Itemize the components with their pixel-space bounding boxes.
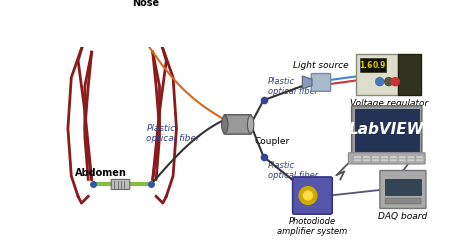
Text: Voltage regulator: Voltage regulator bbox=[350, 99, 428, 108]
Polygon shape bbox=[302, 76, 312, 89]
Circle shape bbox=[376, 78, 384, 86]
FancyBboxPatch shape bbox=[311, 73, 330, 91]
Circle shape bbox=[391, 78, 399, 86]
Text: LabVIEW: LabVIEW bbox=[348, 122, 424, 137]
FancyBboxPatch shape bbox=[360, 58, 385, 72]
Text: Coupler: Coupler bbox=[255, 137, 290, 146]
FancyBboxPatch shape bbox=[292, 177, 332, 214]
Text: Plastic
optical fiber: Plastic optical fiber bbox=[268, 161, 318, 180]
Text: Plastic
optical fiber: Plastic optical fiber bbox=[146, 124, 200, 143]
FancyBboxPatch shape bbox=[348, 153, 425, 164]
FancyBboxPatch shape bbox=[111, 179, 130, 190]
Text: 0.9: 0.9 bbox=[373, 61, 386, 70]
Text: Abdomen: Abdomen bbox=[75, 168, 127, 178]
Text: 1.6: 1.6 bbox=[359, 61, 373, 70]
FancyBboxPatch shape bbox=[407, 159, 415, 162]
FancyBboxPatch shape bbox=[416, 159, 424, 162]
FancyBboxPatch shape bbox=[363, 156, 370, 159]
FancyBboxPatch shape bbox=[356, 54, 399, 95]
FancyBboxPatch shape bbox=[385, 198, 421, 204]
FancyBboxPatch shape bbox=[372, 156, 379, 159]
FancyBboxPatch shape bbox=[224, 115, 251, 134]
FancyBboxPatch shape bbox=[407, 156, 415, 159]
FancyBboxPatch shape bbox=[354, 156, 362, 159]
Circle shape bbox=[385, 78, 393, 86]
Text: Photodiode
amplifier system: Photodiode amplifier system bbox=[277, 216, 347, 236]
Circle shape bbox=[303, 191, 312, 200]
FancyBboxPatch shape bbox=[355, 109, 419, 151]
FancyBboxPatch shape bbox=[352, 106, 422, 156]
FancyBboxPatch shape bbox=[381, 156, 388, 159]
FancyBboxPatch shape bbox=[416, 156, 424, 159]
FancyBboxPatch shape bbox=[385, 179, 421, 195]
Ellipse shape bbox=[247, 116, 254, 133]
FancyBboxPatch shape bbox=[354, 159, 362, 162]
FancyBboxPatch shape bbox=[399, 54, 421, 95]
Text: Nose: Nose bbox=[132, 0, 159, 8]
Text: Light source: Light source bbox=[293, 61, 349, 70]
FancyBboxPatch shape bbox=[363, 159, 370, 162]
Text: DAQ board: DAQ board bbox=[378, 212, 427, 221]
FancyBboxPatch shape bbox=[398, 159, 406, 162]
FancyBboxPatch shape bbox=[381, 159, 388, 162]
Ellipse shape bbox=[221, 116, 228, 133]
FancyBboxPatch shape bbox=[380, 171, 426, 208]
FancyBboxPatch shape bbox=[372, 159, 379, 162]
FancyBboxPatch shape bbox=[389, 156, 397, 159]
Circle shape bbox=[299, 187, 317, 204]
Text: Plastic
optical fiber: Plastic optical fiber bbox=[268, 77, 318, 96]
FancyBboxPatch shape bbox=[398, 156, 406, 159]
FancyBboxPatch shape bbox=[389, 159, 397, 162]
